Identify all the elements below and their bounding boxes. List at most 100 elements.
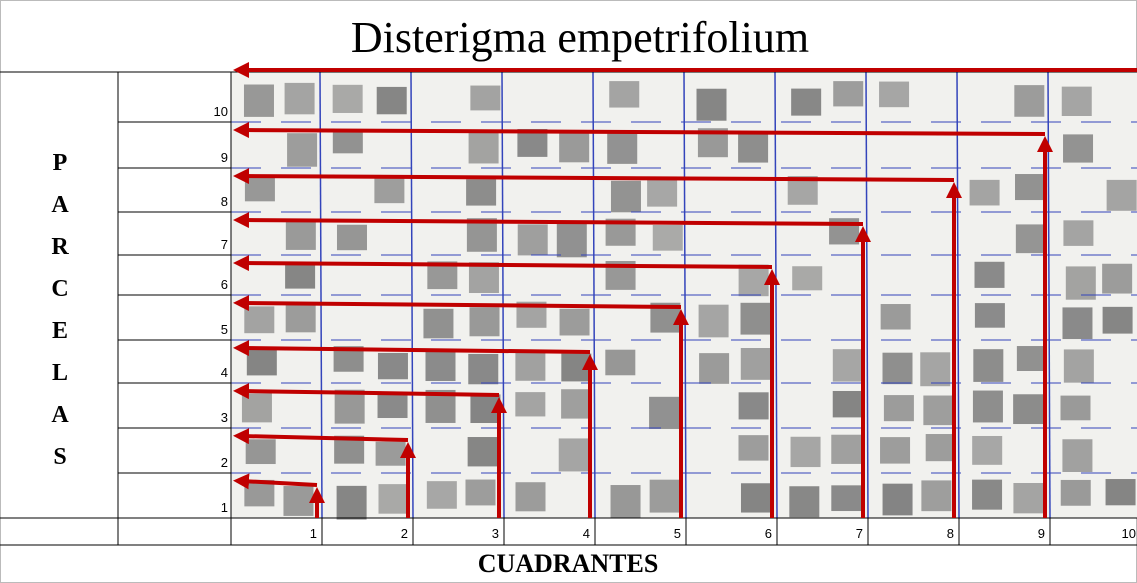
shade-block: [1063, 220, 1093, 246]
shade-block: [1102, 264, 1132, 294]
shade-block: [559, 132, 589, 162]
shade-block: [883, 353, 913, 384]
column-label: 8: [947, 526, 954, 541]
shade-block: [286, 303, 316, 332]
row-label: 1: [221, 500, 228, 515]
shade-block: [283, 486, 313, 516]
column-label: 1: [310, 526, 317, 541]
shade-block: [973, 349, 1003, 382]
shade-block: [1017, 346, 1047, 371]
shade-block: [516, 482, 546, 511]
shade-block: [972, 480, 1002, 510]
shade-block: [609, 81, 639, 107]
shade-block: [791, 437, 821, 467]
shade-block: [1013, 394, 1043, 424]
shade-block: [881, 304, 911, 329]
shade-block: [337, 486, 367, 520]
shade-block: [975, 262, 1005, 288]
shade-block: [884, 395, 914, 421]
shade-block: [1061, 480, 1091, 506]
row-label: 5: [221, 322, 228, 337]
shade-block: [285, 83, 315, 114]
shade-block: [247, 347, 277, 375]
shade-block: [470, 307, 500, 336]
side-letter: A: [51, 402, 69, 428]
shade-block: [833, 81, 863, 106]
shade-block: [697, 89, 727, 121]
shade-block: [1014, 85, 1044, 117]
shade-block: [244, 85, 274, 117]
shade-block: [287, 133, 317, 167]
shade-block: [792, 266, 822, 290]
column-label: 9: [1038, 526, 1045, 541]
shade-block: [470, 394, 500, 423]
shade-block: [789, 486, 819, 517]
row-label: 6: [221, 277, 228, 292]
shade-block: [374, 177, 404, 203]
shade-block: [650, 480, 680, 513]
shade-block: [285, 264, 315, 289]
shade-block: [1016, 224, 1046, 253]
shade-block: [973, 391, 1003, 423]
shade-block: [1062, 87, 1092, 116]
side-letter: P: [53, 150, 68, 176]
row-label: 3: [221, 410, 228, 425]
shade-block: [738, 134, 768, 162]
shade-block: [557, 224, 587, 258]
figure: Disterigma empetrifolium PARCELAS1234567…: [0, 0, 1137, 583]
shade-block: [561, 389, 591, 418]
shade-block: [970, 180, 1000, 206]
shade-block: [378, 393, 408, 418]
shade-block: [883, 484, 913, 516]
bottom-label: CUADRANTES: [478, 549, 659, 578]
shade-block: [975, 303, 1005, 328]
shade-block: [377, 87, 407, 114]
shade-block: [921, 480, 951, 511]
row-label: 2: [221, 455, 228, 470]
shade-block: [605, 350, 635, 376]
shade-block: [738, 435, 768, 460]
shade-block: [244, 306, 274, 333]
shade-block: [739, 265, 769, 297]
shade-block: [468, 437, 498, 466]
shade-block: [468, 354, 498, 384]
shade-block: [469, 131, 499, 163]
shade-block: [242, 393, 272, 422]
column-label: 4: [583, 526, 590, 541]
column-label: 7: [856, 526, 863, 541]
shade-block: [376, 442, 406, 466]
shade-block: [1062, 439, 1092, 472]
row-label: 10: [214, 104, 228, 119]
shade-block: [1063, 134, 1093, 162]
shade-block: [833, 349, 863, 381]
column-label: 2: [401, 526, 408, 541]
shade-block: [699, 305, 729, 338]
shade-block: [920, 352, 950, 386]
shade-block: [1103, 307, 1133, 334]
column-label: 3: [492, 526, 499, 541]
row-label: 8: [221, 194, 228, 209]
shade-block: [1062, 307, 1092, 339]
shade-block: [879, 82, 909, 108]
shade-block: [1013, 483, 1043, 513]
column-label: 6: [765, 526, 772, 541]
shade-block: [831, 485, 861, 511]
shade-block: [1107, 180, 1137, 211]
shade-block: [465, 480, 495, 506]
shade-block: [425, 350, 455, 381]
shade-block: [337, 225, 367, 250]
shade-block: [515, 352, 545, 381]
title: Disterigma empetrifolium: [351, 13, 809, 62]
shade-block: [518, 224, 548, 255]
shade-block: [831, 435, 861, 464]
side-letter: C: [51, 276, 68, 302]
side-letter: R: [51, 234, 69, 260]
shade-block: [470, 86, 500, 111]
side-letter: S: [53, 444, 66, 470]
shade-block: [378, 353, 408, 379]
side-letter: A: [51, 192, 69, 218]
shade-block: [923, 396, 953, 426]
shade-block: [246, 439, 276, 464]
shade-block: [1064, 349, 1094, 382]
shade-block: [653, 225, 683, 251]
